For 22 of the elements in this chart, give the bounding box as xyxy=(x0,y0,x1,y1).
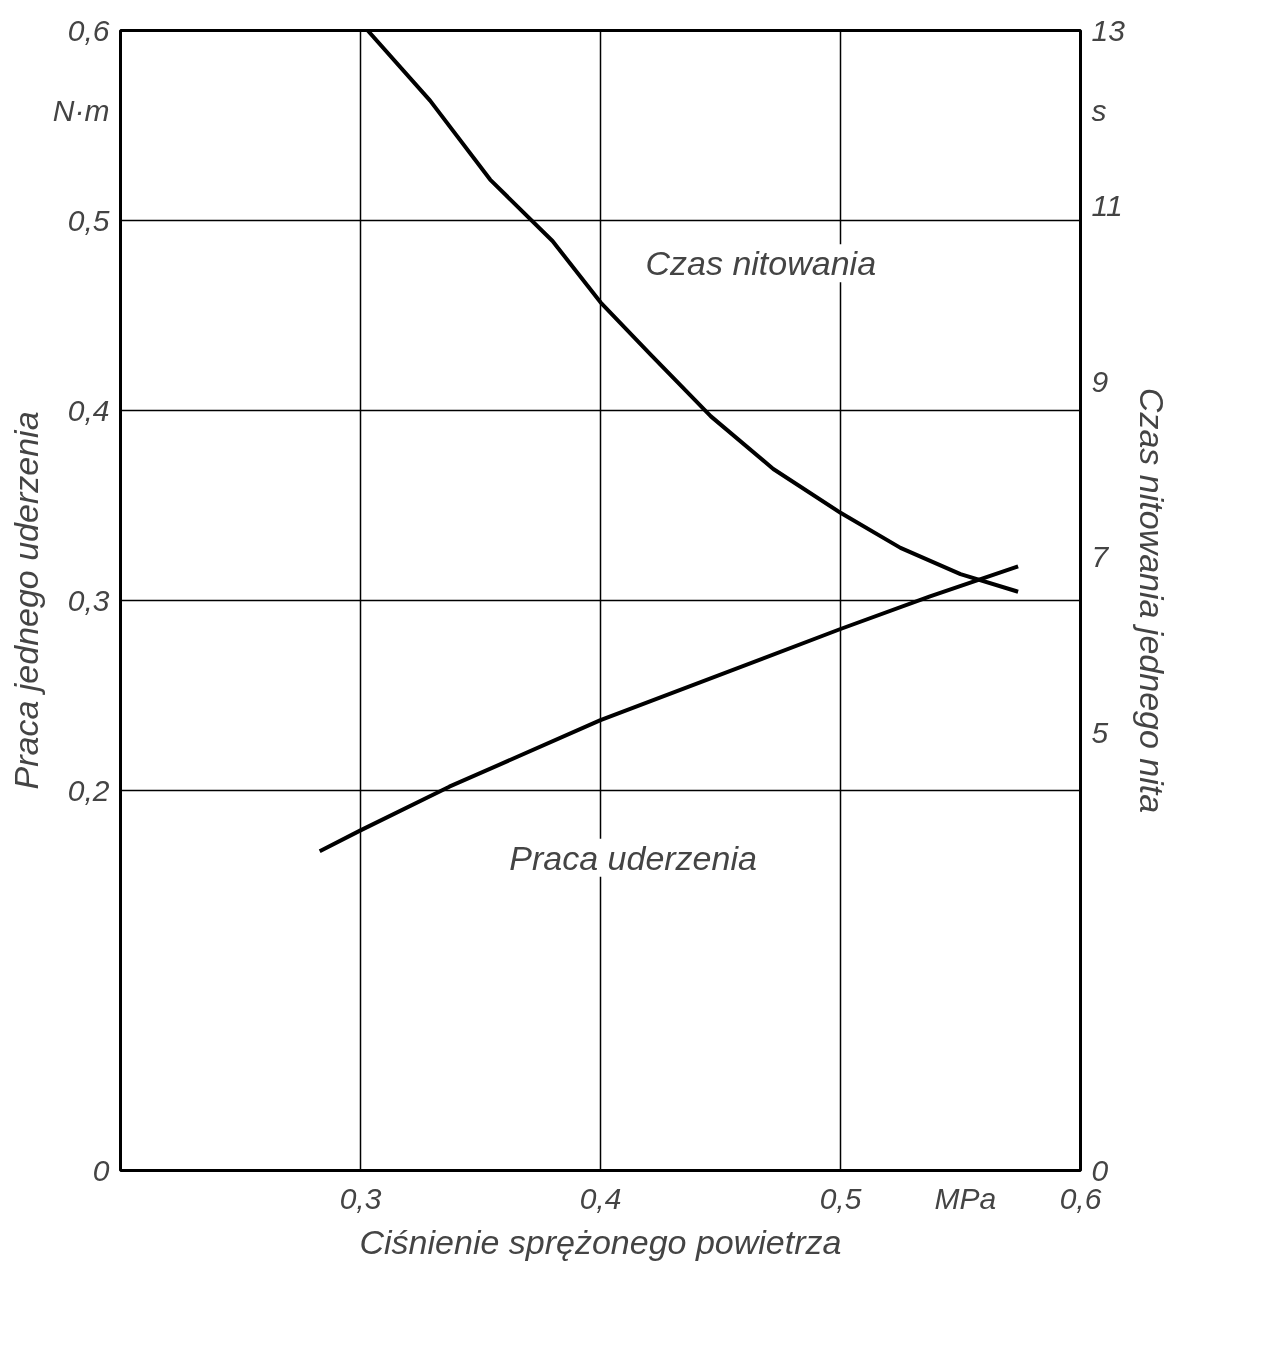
y2-tick-label: 9 xyxy=(1091,364,1109,398)
x-tick-label: 0,5 xyxy=(819,1181,862,1215)
y-axis-title: Praca jednego uderzenia xyxy=(6,411,45,790)
text: MPa xyxy=(934,1181,997,1215)
y-tick-label: 0 xyxy=(92,1154,110,1187)
series-label: Czas nitowania xyxy=(645,244,877,283)
y-tick-label: 0,3 xyxy=(67,584,110,617)
text: s xyxy=(1091,93,1107,127)
y2-tick-label: 5 xyxy=(1091,715,1109,749)
y2-tick-label: 7 xyxy=(1091,540,1110,574)
text: N·m xyxy=(52,93,110,127)
y-tick-label: 0,6 xyxy=(67,14,110,47)
x-tick-label: 0,3 xyxy=(339,1181,382,1215)
y-tick-label: 0,2 xyxy=(67,774,110,807)
x-tick-label: 0,4 xyxy=(579,1181,622,1215)
y2-axis-title: Czas nitowania jednego nita xyxy=(1132,387,1171,814)
y-tick-label: 0,5 xyxy=(67,204,110,237)
x-axis-title: Ciśnienie sprężonego powietrza xyxy=(359,1222,842,1261)
y-tick-label: 0,4 xyxy=(67,394,110,427)
text: Praca uderzenia xyxy=(509,838,757,877)
y2-tick-label: 11 xyxy=(1091,189,1123,223)
y2-tick-label: 13 xyxy=(1091,14,1126,47)
